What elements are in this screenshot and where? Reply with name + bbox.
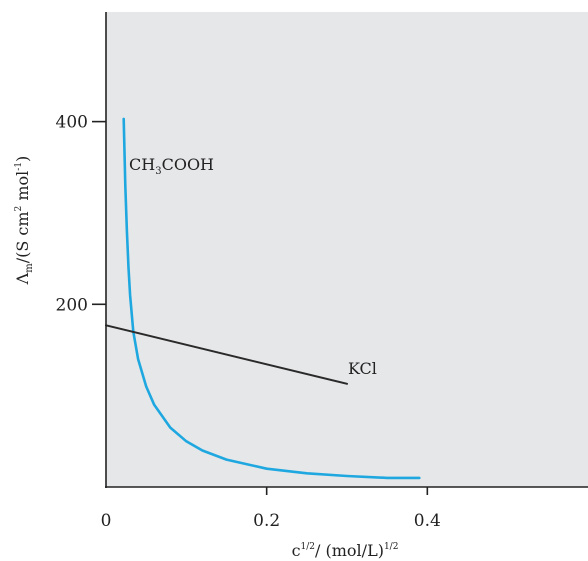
plot-background (106, 12, 588, 487)
series-line-ch3cooh (122, 117, 421, 480)
x-tick-label: 0 (101, 511, 112, 531)
y-tick-label: 200 (56, 295, 88, 315)
ticks-layer: 0 0.2 0.4 200 400 (56, 113, 441, 531)
series-layer (105, 117, 421, 480)
x-tick-label: 0.4 (414, 511, 441, 531)
x-tick-label: 0.2 (253, 511, 280, 531)
y-axis-title: Λm/(S cm2 mol-1) (13, 156, 35, 286)
series-label-ch3cooh: CH3COOH (129, 155, 214, 177)
series-line-kcl (105, 324, 348, 385)
x-axis-title: c1/2/ (mol/L)1/2 (292, 541, 399, 560)
y-tick-label: 400 (56, 113, 88, 133)
series-label-kcl: KCl (348, 359, 377, 378)
